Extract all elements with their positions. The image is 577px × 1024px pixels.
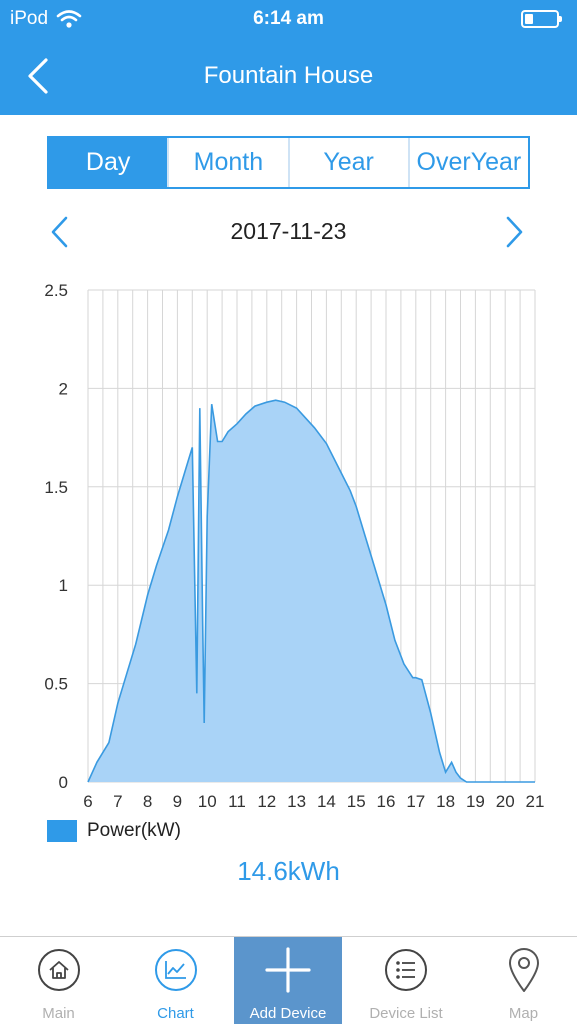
total-energy: 14.6kWh [237,856,340,886]
list-icon [385,949,427,991]
tabbar-add-device[interactable]: Add Device [234,937,342,1024]
power-area-fill [88,400,535,782]
x-tick-label: 21 [526,792,545,811]
legend-swatch [47,820,77,842]
x-tick-label: 7 [113,792,122,811]
y-tick-label: 2 [59,379,68,398]
x-tick-label: 17 [406,792,425,811]
x-tick-label: 20 [496,792,515,811]
tab-day[interactable]: Day [49,138,168,187]
tabbar-map[interactable]: Map [470,937,577,1024]
status-time: 6:14 am [253,8,324,29]
period-tabs: Day Month Year OverYear [47,136,530,189]
x-tick-label: 10 [198,792,217,811]
y-tick-label: 0 [59,773,68,792]
nav-bar: Fountain House [0,38,577,115]
tab-overyear[interactable]: OverYear [407,138,528,187]
previous-date-button[interactable] [46,214,74,250]
x-tick-label: 18 [436,792,455,811]
wifi-icon [56,10,82,28]
current-date: 2017-11-23 [230,218,347,244]
y-tick-label: 0.5 [44,675,68,694]
x-tick-label: 19 [466,792,485,811]
status-carrier: iPod [10,8,82,30]
app-header: iPod 6:14 am Fountain House [0,0,577,115]
home-icon [37,949,80,991]
y-tick-label: 2.5 [44,281,68,300]
battery-level [525,14,533,24]
tab-month[interactable]: Month [167,138,288,187]
x-tick-label: 13 [287,792,306,811]
x-tick-label: 15 [347,792,366,811]
power-line [87,399,535,783]
page-title: Fountain House [203,62,374,89]
x-tick-label: 14 [317,792,336,811]
tab-year[interactable]: Year [287,138,408,187]
tabbar-map-label: Map [508,1005,539,1022]
tabbar-device-list[interactable]: Device List [342,937,470,1024]
date-navigator: 2017-11-23 [0,206,577,256]
tabbar-chart[interactable]: Chart [117,937,234,1024]
map-pin-icon [508,948,539,992]
tab-bar: Main Chart Add Device Device List Map [0,936,577,1024]
y-axis-ticks: 0 0.5 1 1.5 2 2.5 [44,281,68,792]
chart-icon [154,949,197,991]
power-chart: 6 7 8 9 10 11 12 13 14 15 16 17 18 19 20 21 0 0.5 1 1.5 2 2.… [44,281,544,811]
back-button[interactable] [22,56,58,96]
x-axis-ticks: 6 7 8 9 10 11 12 13 14 15 16 17 18 19 20 21 [83,792,544,811]
chart-legend: Power(kW) [47,818,181,844]
tabbar-main[interactable]: Main [0,937,117,1024]
legend-label: Power(kW) [87,820,181,841]
tabbar-device-list-label: Device List [369,1005,443,1022]
plus-icon [265,947,311,993]
next-date-button[interactable] [500,214,528,250]
tabbar-chart-label: Chart [157,1005,194,1022]
x-tick-label: 11 [228,792,246,811]
y-tick-label: 1.5 [44,478,68,497]
x-tick-label: 9 [173,792,182,811]
carrier-label: iPod [10,8,49,29]
x-tick-label: 16 [377,792,396,811]
x-tick-label: 12 [257,792,276,811]
x-tick-label: 8 [143,792,152,811]
tabbar-add-device-label: Add Device [249,1005,327,1022]
y-tick-label: 1 [59,576,68,595]
x-tick-label: 6 [83,792,92,811]
status-bar: iPod 6:14 am [0,0,577,38]
battery-icon [521,10,562,28]
tabbar-main-label: Main [42,1005,75,1022]
